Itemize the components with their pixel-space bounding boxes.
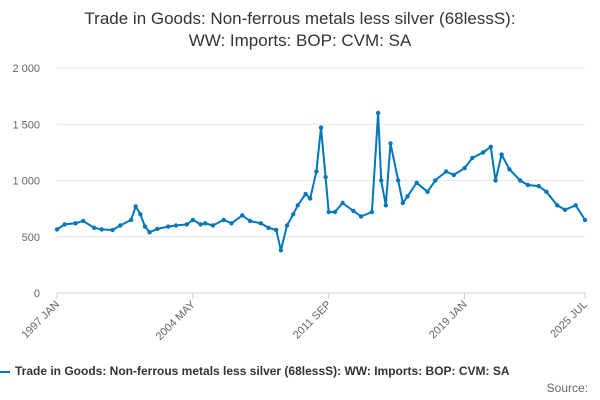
data-point[interactable]: [221, 217, 226, 223]
data-point[interactable]: [314, 169, 319, 174]
y-tick-label: 2 000: [12, 63, 40, 75]
data-point[interactable]: [414, 180, 419, 185]
data-point[interactable]: [166, 224, 171, 229]
chart-title: Trade in Goods: Non-ferrous metals less …: [0, 8, 600, 52]
data-point[interactable]: [295, 203, 300, 208]
data-point[interactable]: [278, 248, 284, 253]
data-point[interactable]: [81, 218, 86, 224]
data-point[interactable]: [443, 169, 449, 174]
data-point[interactable]: [240, 213, 245, 218]
data-point[interactable]: [203, 221, 208, 226]
data-point[interactable]: [198, 222, 203, 227]
x-tick-label: 2025 JUL: [548, 299, 590, 341]
data-point[interactable]: [582, 217, 588, 223]
data-point[interactable]: [99, 227, 105, 232]
data-point[interactable]: [369, 209, 375, 215]
chart-title-line-1: Trade in Goods: Non-ferrous metals less …: [84, 9, 516, 28]
data-point[interactable]: [138, 212, 143, 217]
series-line: [56, 112, 586, 252]
y-tick-label: 1 500: [12, 119, 40, 131]
data-point[interactable]: [190, 217, 196, 223]
data-point[interactable]: [405, 194, 410, 199]
data-point[interactable]: [118, 223, 123, 228]
x-tick-label: 2011 SEP: [291, 299, 334, 342]
data-point[interactable]: [518, 178, 523, 183]
data-point[interactable]: [536, 183, 541, 189]
y-tick-label: 500: [22, 232, 40, 244]
data-point[interactable]: [379, 178, 384, 183]
data-point[interactable]: [110, 227, 115, 233]
x-tick-label: 2004 MAY: [154, 298, 199, 343]
data-point[interactable]: [493, 178, 498, 183]
y-tick-label: 1 000: [12, 176, 40, 188]
data-point[interactable]: [133, 204, 138, 209]
data-point[interactable]: [507, 167, 512, 172]
data-point[interactable]: [303, 191, 308, 197]
data-point[interactable]: [323, 174, 328, 180]
data-point[interactable]: [375, 110, 381, 116]
data-point[interactable]: [247, 218, 253, 224]
data-point[interactable]: [142, 224, 148, 229]
data-point[interactable]: [308, 196, 313, 201]
y-tick-label: 0: [34, 288, 40, 300]
data-point[interactable]: [266, 225, 271, 230]
data-point[interactable]: [318, 125, 324, 130]
data-point[interactable]: [284, 223, 290, 228]
data-point[interactable]: [470, 155, 475, 161]
data-point[interactable]: [258, 221, 263, 226]
data-point[interactable]: [400, 200, 405, 206]
data-point[interactable]: [274, 227, 279, 233]
data-point[interactable]: [155, 226, 160, 232]
chart-title-line-2: WW: Imports: BOP: CVM: SA: [188, 31, 412, 50]
data-point[interactable]: [128, 217, 134, 223]
legend-swatch: [0, 370, 10, 373]
data-point[interactable]: [555, 203, 560, 208]
data-point[interactable]: [73, 221, 78, 226]
data-point[interactable]: [544, 189, 549, 194]
data-point[interactable]: [562, 207, 568, 212]
data-point[interactable]: [173, 223, 179, 228]
data-point[interactable]: [480, 150, 486, 155]
data-point[interactable]: [525, 182, 531, 188]
data-point[interactable]: [62, 222, 67, 227]
data-point[interactable]: [451, 172, 456, 178]
data-point[interactable]: [388, 141, 393, 146]
data-point[interactable]: [332, 209, 338, 215]
data-point[interactable]: [326, 209, 331, 215]
data-point[interactable]: [358, 214, 364, 219]
x-tick-label: 2019 JAN: [427, 299, 470, 342]
data-point[interactable]: [433, 178, 438, 183]
legend[interactable]: Trade in Goods: Non-ferrous metals less …: [0, 364, 600, 382]
legend-label: Trade in Goods: Non-ferrous metals less …: [15, 364, 510, 378]
data-point[interactable]: [383, 203, 388, 208]
credits[interactable]: Source:: [546, 381, 588, 395]
x-tick-label: 1997 JAN: [19, 299, 62, 342]
data-point[interactable]: [184, 222, 189, 227]
data-point[interactable]: [351, 208, 356, 214]
data-point[interactable]: [147, 230, 152, 235]
data-point[interactable]: [462, 165, 467, 171]
data-point[interactable]: [425, 189, 430, 194]
data-point[interactable]: [488, 144, 493, 149]
data-point[interactable]: [291, 212, 296, 217]
data-point[interactable]: [91, 225, 97, 230]
data-point[interactable]: [210, 223, 216, 228]
data-point[interactable]: [54, 227, 60, 232]
data-point[interactable]: [396, 178, 401, 183]
data-point[interactable]: [573, 203, 578, 208]
data-point[interactable]: [499, 152, 504, 157]
data-point[interactable]: [229, 221, 234, 226]
data-point[interactable]: [340, 200, 345, 206]
